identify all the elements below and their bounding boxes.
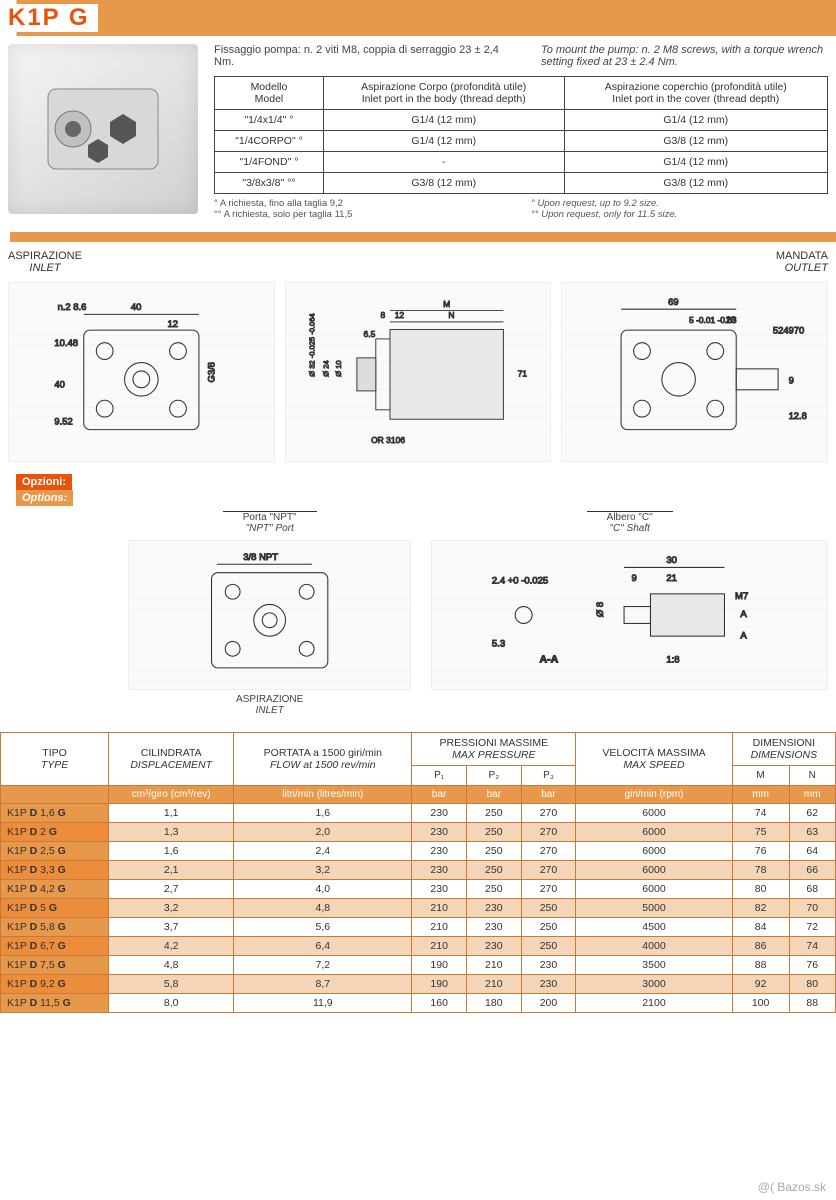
svg-text:1:8: 1:8: [667, 655, 680, 666]
label-inlet: ASPIRAZIONEINLET: [8, 250, 82, 274]
svg-text:5 -0.01 -0.03: 5 -0.01 -0.03: [689, 315, 737, 325]
diagram-left: 40 n.2 8.6 12 10.48 40 9.52 G3/8: [8, 282, 275, 462]
svg-text:G3/8: G3/8: [206, 362, 217, 382]
svg-text:6.5: 6.5: [363, 329, 375, 339]
table-row: K1P D 3,3 G2,13,223025027060007866: [1, 861, 836, 880]
table-row: K1P D 11,5 G8,011,9160180200210010088: [1, 994, 836, 1013]
th-flow: PORTATA a 1500 giri/minFLOW at 1500 rev/…: [234, 733, 412, 786]
svg-text:Ø 32 -0.025 -0.064: Ø 32 -0.025 -0.064: [307, 313, 316, 376]
svg-text:40: 40: [54, 379, 64, 390]
svg-text:8: 8: [380, 310, 385, 320]
diagram-mid: M 12 8 N 6.5 71 Ø 32 -0.025 -0.064 Ø 24 …: [285, 282, 552, 462]
spec-table: TIPOTYPE CILINDRATADISPLACEMENT PORTATA …: [0, 732, 836, 1013]
svg-text:N: N: [448, 310, 454, 320]
product-title: K1P G: [8, 4, 98, 32]
svg-text:Ø 10: Ø 10: [333, 360, 342, 376]
svg-text:9: 9: [632, 573, 637, 584]
th-press: PRESSIONI MASSIMEMAX PRESSURE: [412, 733, 576, 766]
table-row: K1P D 5 G3,24,821023025050008270: [1, 899, 836, 918]
th-dim: DIMENSIONIDIMENSIONS: [732, 733, 835, 766]
divider: [0, 232, 836, 242]
svg-text:2.4 +0 -0.025: 2.4 +0 -0.025: [492, 575, 548, 586]
inlet-table: ModelloModel Aspirazione Corpo (profondi…: [214, 76, 828, 194]
options-tag: Options:: [16, 490, 73, 506]
table-row: K1P D 9,2 G5,88,719021023030009280: [1, 975, 836, 994]
table-row: K1P D 1,6 G1,11,623025027060007462: [1, 804, 836, 823]
svg-text:M: M: [443, 299, 450, 309]
mount-it: Fissaggio pompa: n. 2 viti M8, coppia di…: [214, 44, 501, 68]
svg-text:Ø 24: Ø 24: [321, 360, 330, 376]
label-outlet: MANDATAOUTLET: [776, 250, 828, 274]
shaft-label: Albero "C" "C" Shaft: [431, 512, 828, 534]
footnotes: ° A richiesta, fino alla taglia 9,2°° A …: [214, 198, 828, 220]
th-speed: VELOCITÀ MASSIMAMAX SPEED: [576, 733, 732, 786]
svg-text:Ø 8: Ø 8: [595, 602, 606, 617]
svg-text:9.52: 9.52: [54, 415, 72, 426]
spec-column: Fissaggio pompa: n. 2 viti M8, coppia di…: [214, 44, 828, 220]
svg-text:3/8 NPT: 3/8 NPT: [243, 552, 278, 563]
svg-text:M7: M7: [735, 591, 748, 602]
npt-label: Porta "NPT" "NPT" Port: [128, 512, 411, 534]
th-cover: Aspirazione coperchio (profondità utile)…: [564, 77, 827, 110]
table-row: K1P D 4,2 G2,74,023025027060008068: [1, 880, 836, 899]
product-photo: [8, 44, 198, 214]
options-section: Opzioni: Options: Porta "NPT" "NPT" Port…: [0, 474, 836, 724]
svg-text:30: 30: [667, 555, 678, 566]
svg-text:71: 71: [517, 369, 527, 379]
diagram-row-1: ASPIRAZIONEINLET MANDATAOUTLET 40 n.2 8.…: [0, 250, 836, 474]
svg-text:40: 40: [131, 301, 141, 312]
table-row: K1P D 2,5 G1,62,423025027060007664: [1, 842, 836, 861]
th-model: ModelloModel: [215, 77, 324, 110]
svg-text:A: A: [741, 609, 748, 620]
top-section: Fissaggio pompa: n. 2 viti M8, coppia di…: [0, 44, 836, 220]
table-row: K1P D 5,8 G3,75,621023025045008472: [1, 918, 836, 937]
table-row: K1P D 7,5 G4,87,219021023035008876: [1, 956, 836, 975]
svg-text:12: 12: [168, 318, 178, 329]
svg-text:OR 3106: OR 3106: [371, 435, 405, 445]
mount-en: To mount the pump: n. 2 M8 screws, with …: [541, 44, 828, 68]
svg-text:21: 21: [667, 573, 678, 584]
table-row: K1P D 2 G1,32,023025027060007563: [1, 823, 836, 842]
svg-text:10.48: 10.48: [54, 337, 78, 348]
table-row: K1P D 6,7 G4,26,421023025040008674: [1, 937, 836, 956]
watermark: @( Bazos.sk: [758, 1180, 826, 1194]
svg-text:n.2 8.6: n.2 8.6: [58, 301, 87, 312]
th-cil: CILINDRATADISPLACEMENT: [109, 733, 234, 786]
svg-text:69: 69: [669, 296, 679, 307]
diagram-npt: 3/8 NPT: [128, 540, 411, 690]
th-body: Aspirazione Corpo (profondità utile)Inle…: [323, 77, 564, 110]
svg-text:A: A: [741, 630, 748, 641]
opzioni-tag: Opzioni:: [16, 474, 72, 490]
svg-text:9: 9: [789, 375, 794, 386]
svg-text:12.8: 12.8: [789, 410, 807, 421]
page-header: K1P G: [0, 0, 836, 36]
th-type: TIPOTYPE: [1, 733, 109, 786]
asp-label-2: ASPIRAZIONEINLET: [128, 694, 411, 716]
svg-text:5.3: 5.3: [492, 639, 505, 650]
diagram-shaft: 2.4 +0 -0.025 5.3 A-A 30 9 21 Ø 8 M7 1:8…: [431, 540, 828, 690]
svg-text:524970: 524970: [773, 324, 804, 335]
svg-text:A-A: A-A: [540, 654, 559, 666]
diagram-right: 69 23 5 -0.01 -0.03 524970 9 12.8: [561, 282, 828, 462]
svg-text:12: 12: [394, 310, 404, 320]
mount-text: Fissaggio pompa: n. 2 viti M8, coppia di…: [214, 44, 828, 68]
